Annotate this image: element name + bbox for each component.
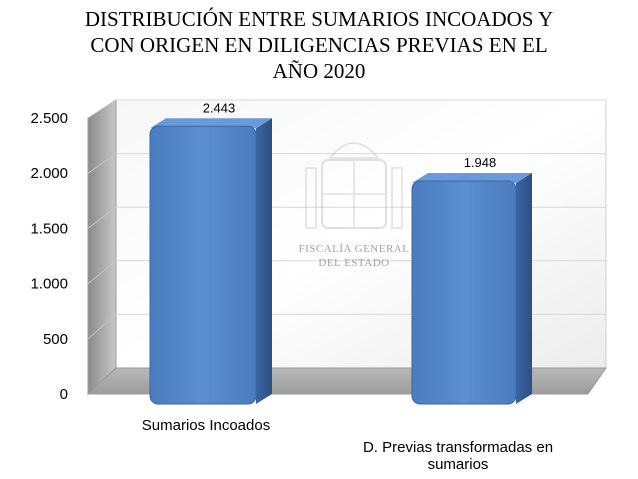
y-axis-ticks: 0 500 1.000 1.500 2.000 2.500 — [30, 110, 68, 403]
seal-pillar-right — [391, 167, 403, 229]
y-tick-label: 500 — [43, 331, 68, 348]
y-tick-label: 1.500 — [30, 220, 68, 237]
bar-side-face — [256, 118, 272, 405]
category-labels: Sumarios Incoados D. Previas transformada… — [142, 417, 553, 473]
seal-shield — [321, 159, 387, 229]
category-label: Sumarios Incoados — [142, 417, 270, 434]
gridline-side — [87, 206, 117, 229]
seal-pillar-left — [305, 167, 317, 229]
data-labels: 2.443 1.948 — [203, 100, 497, 170]
category-label: sumarios — [428, 456, 489, 473]
chart-title-line-1: DISTRIBUCIÓN ENTRE SUMARIOS INCOADOS Y — [84, 7, 554, 31]
category-label: D. Previas transformadas en — [363, 439, 553, 456]
chart-title-line-2: CON ORIGEN EN DILIGENCIAS PREVIAS EN EL — [90, 33, 548, 57]
gridline-side — [87, 260, 117, 284]
bar — [411, 172, 532, 405]
data-label: 1.948 — [464, 155, 497, 170]
side-wall — [87, 99, 117, 396]
seal-crown — [328, 142, 380, 159]
gridline-side — [87, 99, 117, 119]
watermark-text-line: DEL ESTADO — [318, 257, 389, 269]
chart-title-line-3: AÑO 2020 — [272, 59, 366, 83]
watermark-seal: FISCALÍA GENERAL DEL ESTADO — [299, 142, 410, 269]
y-tick-label: 2.500 — [30, 110, 68, 127]
watermark-text-line: FISCALÍA GENERAL — [299, 243, 410, 255]
y-tick-label: 1.000 — [30, 276, 68, 293]
bars-group — [149, 118, 532, 405]
gridline-side — [87, 314, 117, 340]
seal-emblem — [305, 142, 403, 229]
y-tick-label: 0 — [60, 386, 68, 403]
y-tick-label: 2.000 — [30, 165, 68, 182]
data-label: 2.443 — [203, 100, 236, 115]
chart-title: DISTRIBUCIÓN ENTRE SUMARIOS INCOADOS Y C… — [0, 6, 638, 84]
bar-side-face — [516, 172, 532, 404]
bar-front-face — [149, 125, 257, 405]
bar-front-face — [411, 180, 517, 405]
bar — [149, 118, 272, 405]
gridline-side — [87, 153, 117, 174]
